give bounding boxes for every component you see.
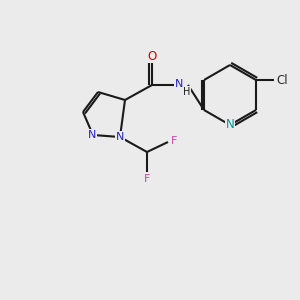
Text: N: N xyxy=(88,130,96,140)
Text: Cl: Cl xyxy=(276,74,288,86)
Text: O: O xyxy=(147,50,157,62)
Text: F: F xyxy=(144,174,150,184)
Text: F: F xyxy=(171,136,177,146)
Text: H: H xyxy=(183,87,191,97)
Text: N: N xyxy=(175,79,183,89)
Text: N: N xyxy=(116,132,124,142)
Text: N: N xyxy=(226,118,234,131)
